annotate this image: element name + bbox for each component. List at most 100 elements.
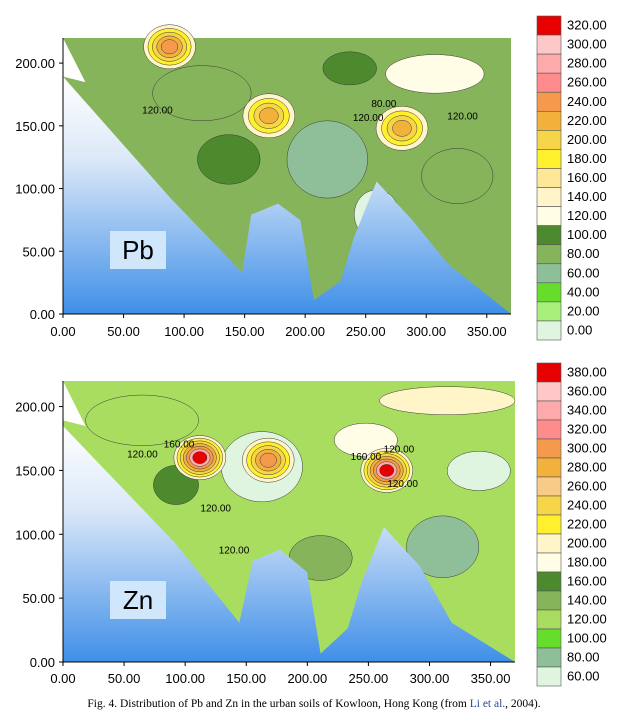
legend-swatch: [536, 647, 562, 668]
panel-label-box: [110, 581, 166, 619]
legend-swatch: [536, 225, 562, 246]
legend-label: 120.00: [567, 612, 607, 627]
legend-swatch: [536, 282, 562, 303]
legend-label: 60.00: [567, 669, 600, 684]
legend-label: 160.00: [567, 170, 607, 185]
legend-swatch: [536, 168, 562, 188]
legend-swatch: [536, 187, 562, 207]
contour-region: [421, 148, 494, 204]
x-tick-label: 200.00: [285, 324, 325, 339]
legend-label: 160.00: [567, 574, 607, 589]
y-tick-label: 50.00: [22, 591, 55, 606]
x-tick-label: 300.00: [406, 324, 446, 339]
legend-label: 300.00: [567, 441, 607, 456]
hotspot-contour: [259, 452, 277, 468]
contour-label: 120.00: [219, 545, 250, 556]
panel-label: Zn: [123, 585, 153, 615]
legend-label: 180.00: [567, 151, 607, 166]
legend-swatch: [536, 320, 562, 341]
legend-swatch: [536, 53, 562, 74]
legend-label: 60.00: [567, 265, 600, 280]
legend-swatch: [536, 15, 562, 36]
caption-text: Fig. 4. Distribution of Pb and Zn in the…: [87, 698, 470, 710]
y-tick-label: 0.00: [30, 307, 55, 322]
legend-swatch: [536, 362, 562, 383]
legend: 380.00 360.00 340.00 320.00 300.00 280.00 260.…: [536, 362, 607, 687]
legend-swatch: [536, 628, 562, 649]
no-data-area: [63, 38, 86, 83]
legend-label: 100.00: [567, 227, 607, 242]
contour-region: [379, 386, 516, 415]
legend-label: 240.00: [567, 94, 607, 109]
legend-label: 260.00: [567, 75, 607, 90]
y-tick-label: 0.00: [30, 655, 55, 670]
contour-label: 120.00: [142, 105, 173, 116]
legend-label: 80.00: [567, 650, 600, 665]
legend-swatch: [536, 666, 562, 687]
y-tick-label: 150.00: [15, 463, 55, 478]
contour-label: 120.00: [387, 479, 418, 490]
legend-swatch: [536, 495, 562, 516]
contour-label: 120.00: [200, 503, 231, 514]
harbour-water: [63, 76, 511, 314]
harbour-water: [63, 426, 515, 662]
contour-label: 120.00: [447, 112, 478, 123]
legend-label: 200.00: [567, 536, 607, 551]
legend-label: 140.00: [567, 593, 607, 608]
y-tick-label: 100.00: [15, 182, 55, 197]
legend-swatch: [536, 301, 562, 322]
contour-region: [406, 515, 480, 578]
contour-region: [322, 51, 377, 86]
contour-region: [197, 134, 261, 185]
contour-region: [152, 65, 252, 122]
legend-swatch: [536, 263, 562, 284]
legend-label: 140.00: [567, 189, 607, 204]
legend-swatch: [536, 419, 562, 440]
chart-panel-pb: 120.00 80.00 120.00 120.00 Pb 0.00 50.00 100.00…: [15, 15, 607, 341]
legend-swatch: [536, 438, 562, 459]
y-tick-label: 150.00: [15, 119, 55, 134]
hotspot-contour: [259, 107, 279, 125]
legend-swatch: [536, 149, 562, 169]
contour-region: [286, 120, 368, 199]
hotspot-contour: [379, 464, 395, 477]
legend-label: 300.00: [567, 37, 607, 52]
legend-label: 120.00: [567, 208, 607, 223]
x-tick-label: 100.00: [165, 671, 205, 686]
x-tick-label: 200.00: [287, 671, 327, 686]
legend-label: 20.00: [567, 303, 600, 318]
legend-label: 280.00: [567, 56, 607, 71]
legend-label: 40.00: [567, 284, 600, 299]
y-tick-label: 50.00: [22, 244, 55, 259]
hotspot-contour: [192, 451, 208, 464]
x-tick-label: 150.00: [225, 324, 265, 339]
x-tick-label: 250.00: [349, 671, 389, 686]
legend-label: 240.00: [567, 498, 607, 513]
legend-label: 280.00: [567, 460, 607, 475]
hotspot-contour: [392, 120, 412, 137]
legend-label: 180.00: [567, 555, 607, 570]
legend-label: 260.00: [567, 479, 607, 494]
legend-label: 340.00: [567, 403, 607, 418]
legend-swatch: [536, 609, 562, 630]
legend-swatch: [536, 514, 562, 535]
caption-text-end: , 2004).: [505, 698, 541, 710]
legend-label: 100.00: [567, 631, 607, 646]
x-tick-label: 350.00: [471, 671, 511, 686]
legend-swatch: [536, 110, 562, 131]
x-tick-label: 0.00: [50, 671, 75, 686]
caption-citation-link[interactable]: Li et al.: [469, 698, 506, 710]
legend-swatch: [536, 91, 562, 112]
x-tick-label: 300.00: [410, 671, 450, 686]
legend-label: 320.00: [567, 18, 607, 33]
contour-label: 120.00: [353, 113, 384, 124]
x-tick-label: 100.00: [164, 324, 204, 339]
legend-swatch: [536, 244, 562, 265]
x-tick-label: 350.00: [467, 324, 507, 339]
contour-region: [385, 54, 485, 94]
chart-panel-zn: 120.00160.00120.00120.00160.00120.00120.…: [15, 362, 607, 687]
legend-swatch: [536, 400, 562, 421]
contour-label: 160.00: [351, 452, 382, 463]
legend-swatch: [536, 206, 562, 226]
